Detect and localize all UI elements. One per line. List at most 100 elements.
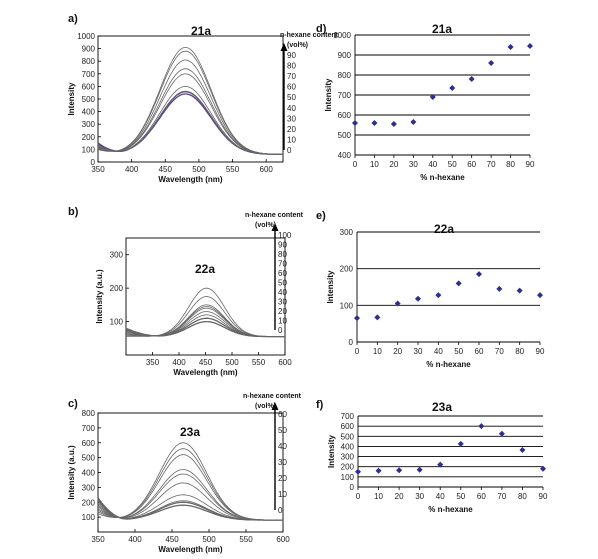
y-axis-label: Intensity (a.u.) <box>95 269 104 324</box>
x-tick-label: 30 <box>409 160 418 169</box>
y-tick-label: 200 <box>341 463 355 472</box>
data-point <box>410 119 417 125</box>
y-tick-label: 600 <box>338 111 352 120</box>
x-tick-label: 550 <box>226 165 240 174</box>
x-tick-label: 500 <box>225 358 239 367</box>
y-tick-label: 400 <box>338 151 352 160</box>
spectrum-line <box>97 68 283 155</box>
y-tick-label: 600 <box>341 422 355 431</box>
x-tick-label: 350 <box>146 358 160 367</box>
panel-label: f) <box>316 399 324 411</box>
data-point <box>437 461 444 468</box>
x-tick-label: 450 <box>199 358 213 367</box>
y-axis-label: Intensity <box>326 270 335 303</box>
x-tick-label: 90 <box>539 492 548 501</box>
content-tick-label: 30 <box>278 298 287 307</box>
arrow-head <box>271 223 279 231</box>
x-axis-label: Wavelength (nm) <box>158 545 222 554</box>
x-tick-label: 10 <box>370 160 379 169</box>
x-axis-label: % n-hexane <box>426 360 471 369</box>
content-tick-label: 60 <box>287 83 296 92</box>
content-scale-title: n-hexane content <box>280 32 339 39</box>
y-tick-label: 900 <box>338 51 352 60</box>
data-point <box>468 76 475 82</box>
y-axis-label: Intensity (a.u.) <box>67 445 76 500</box>
y-tick-label: 100 <box>340 301 354 310</box>
chart-panel-a: a)21a01002003004005006007008009001000350… <box>67 13 339 184</box>
data-point <box>455 280 462 287</box>
content-tick-label: 0 <box>278 326 283 335</box>
data-point <box>537 292 543 299</box>
spectrum-line <box>97 442 283 521</box>
spectrum-line <box>97 90 283 156</box>
y-tick-label: 200 <box>110 284 124 293</box>
x-tick-label: 0 <box>356 492 361 501</box>
panel-label: b) <box>68 206 79 218</box>
y-tick-label: 300 <box>82 483 96 492</box>
x-tick-label: 550 <box>252 358 266 367</box>
spectrum-line <box>97 469 283 521</box>
y-tick-label: 0 <box>349 338 354 347</box>
content-tick-label: 60 <box>278 269 287 278</box>
y-tick-label: 100 <box>82 145 96 154</box>
data-point <box>498 430 505 437</box>
x-tick-label: 50 <box>454 347 463 356</box>
data-point <box>354 315 360 322</box>
x-tick-label: 550 <box>239 535 253 544</box>
x-tick-label: 0 <box>355 347 360 356</box>
chart-panel-e: e) 22a 0 100 200 300 0 10 20 30 40 50 60 70 80 90 % n-he… <box>316 210 545 369</box>
data-point <box>371 120 378 126</box>
content-tick-label: 40 <box>287 104 296 113</box>
data-point <box>375 467 382 474</box>
x-tick-label: 60 <box>467 160 476 169</box>
content-tick-label: 50 <box>278 426 287 435</box>
data-point <box>355 468 361 475</box>
spectrum-line <box>97 454 283 521</box>
y-tick-label: 700 <box>338 91 352 100</box>
spectrum-line <box>125 311 285 337</box>
x-axis-label: Wavelength (nm) <box>158 175 222 184</box>
x-tick-label: 80 <box>515 347 524 356</box>
x-tick-label: 70 <box>487 160 496 169</box>
spectrum-line <box>97 50 284 155</box>
data-point <box>394 300 401 307</box>
x-tick-label: 400 <box>125 165 139 174</box>
y-tick-label: 200 <box>340 265 354 274</box>
x-axis-label: % n-hexane <box>428 505 473 514</box>
x-tick-label: 10 <box>374 492 383 501</box>
x-tick-label: 40 <box>428 160 437 169</box>
data-point <box>527 43 533 49</box>
content-tick-label: 30 <box>278 458 287 467</box>
x-tick-label: 90 <box>536 347 545 356</box>
y-tick-label: 300 <box>340 228 354 237</box>
content-tick-label: 20 <box>278 307 287 316</box>
spectrum-line <box>97 47 284 155</box>
x-tick-label: 20 <box>395 492 404 501</box>
x-tick-label: 20 <box>393 347 402 356</box>
content-tick-label: 90 <box>278 241 287 250</box>
data-point <box>396 467 403 474</box>
data-point <box>449 85 456 91</box>
spectrum-line <box>97 73 283 155</box>
plot-frame <box>97 35 284 163</box>
data-point <box>519 446 526 453</box>
y-axis-label: Intensity <box>327 435 336 468</box>
x-tick-label: 350 <box>91 165 105 174</box>
x-tick-label: 90 <box>526 160 535 169</box>
content-tick-label: 0 <box>278 506 283 515</box>
spectrum-line <box>97 59 283 155</box>
x-tick-label: 80 <box>506 160 515 169</box>
x-tick-label: 60 <box>477 492 486 501</box>
y-tick-label: 500 <box>338 131 352 140</box>
y-tick-label: 500 <box>82 95 96 104</box>
content-tick-label: 10 <box>287 135 296 144</box>
spectrum-line <box>97 93 283 156</box>
content-tick-label: 70 <box>278 260 287 269</box>
chart-panel-d: d) 21a 400 500 600 700 800 900 1000 0 10 20 30 40 50 60… <box>316 22 535 182</box>
content-tick-label: 50 <box>287 93 296 102</box>
content-tick-label: 10 <box>278 317 287 326</box>
x-tick-label: 500 <box>192 165 206 174</box>
x-tick-label: 350 <box>91 535 105 544</box>
chart-title: 22a <box>434 222 454 236</box>
